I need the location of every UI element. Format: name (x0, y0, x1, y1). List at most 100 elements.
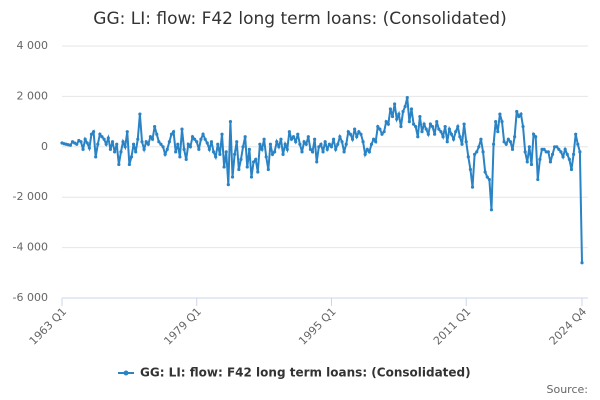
point (163, 152, 167, 156)
point (519, 112, 523, 116)
x-tick-label: 2024 Q4 (547, 305, 590, 348)
y-tick-label: 4 000 (17, 39, 49, 52)
point (443, 125, 447, 129)
point (245, 165, 249, 169)
point (329, 145, 334, 149)
point (235, 140, 239, 144)
point (386, 122, 390, 126)
point (193, 137, 197, 141)
point (523, 150, 527, 154)
point (142, 147, 146, 151)
point (477, 145, 481, 149)
point (115, 142, 119, 146)
point (353, 127, 357, 131)
point (83, 137, 87, 141)
point (327, 142, 331, 146)
point (214, 155, 218, 159)
x-tick-label: 1995 Q1 (296, 305, 339, 348)
point (148, 135, 153, 139)
point (317, 145, 321, 149)
point (397, 112, 401, 116)
point (363, 152, 367, 156)
point (346, 130, 350, 134)
point (167, 140, 171, 144)
point (374, 140, 378, 144)
point (144, 140, 148, 144)
point (203, 137, 207, 141)
point (382, 130, 386, 134)
chart-title: GG: LI: flow: F42 long term loans: (Cons… (93, 9, 506, 29)
point (157, 140, 161, 144)
point (483, 170, 487, 174)
point (291, 135, 296, 139)
point (304, 142, 308, 146)
point (283, 142, 287, 146)
point (230, 175, 235, 179)
point (262, 137, 266, 141)
point (334, 147, 338, 151)
point (525, 160, 529, 164)
point (502, 140, 506, 144)
point (319, 142, 323, 146)
point (416, 135, 420, 139)
point (557, 147, 561, 151)
point (388, 107, 393, 111)
point (561, 155, 565, 159)
point (464, 140, 468, 144)
point (273, 150, 277, 154)
point (85, 141, 89, 145)
point (266, 167, 270, 172)
point (414, 125, 418, 129)
point (367, 150, 371, 154)
point (342, 150, 346, 154)
point (153, 125, 157, 129)
y-tick-label: -6 000 (13, 291, 48, 304)
point (441, 135, 445, 139)
point (89, 132, 94, 136)
point (426, 132, 430, 136)
point (569, 167, 574, 172)
point (216, 142, 220, 146)
point (336, 142, 340, 146)
point (279, 137, 283, 141)
point (350, 137, 355, 141)
point (462, 122, 466, 126)
point (205, 141, 209, 145)
point (470, 185, 475, 189)
point (254, 157, 258, 161)
point (313, 137, 317, 141)
point (325, 147, 329, 151)
point (298, 142, 302, 146)
point (481, 150, 485, 154)
point (365, 147, 369, 151)
point (504, 142, 508, 146)
point (222, 165, 226, 169)
point (340, 140, 344, 144)
point (565, 152, 569, 156)
point (395, 117, 399, 121)
point (515, 109, 519, 114)
point (201, 132, 205, 136)
point (136, 137, 140, 141)
point (487, 177, 491, 182)
point (407, 120, 411, 124)
point (79, 140, 83, 144)
point (405, 96, 409, 100)
point (87, 146, 91, 150)
point (285, 147, 289, 151)
point (251, 160, 256, 164)
point (494, 120, 498, 124)
point (277, 145, 281, 149)
point (68, 143, 73, 147)
point (171, 130, 176, 134)
y-tick-label: -2 000 (13, 190, 48, 203)
point (439, 130, 443, 134)
point (108, 147, 113, 151)
point (300, 150, 304, 154)
point (134, 150, 138, 154)
point (243, 135, 247, 139)
point (209, 140, 214, 144)
point (489, 208, 494, 212)
point (184, 157, 188, 161)
x-tick-label: 1979 Q1 (161, 305, 204, 348)
